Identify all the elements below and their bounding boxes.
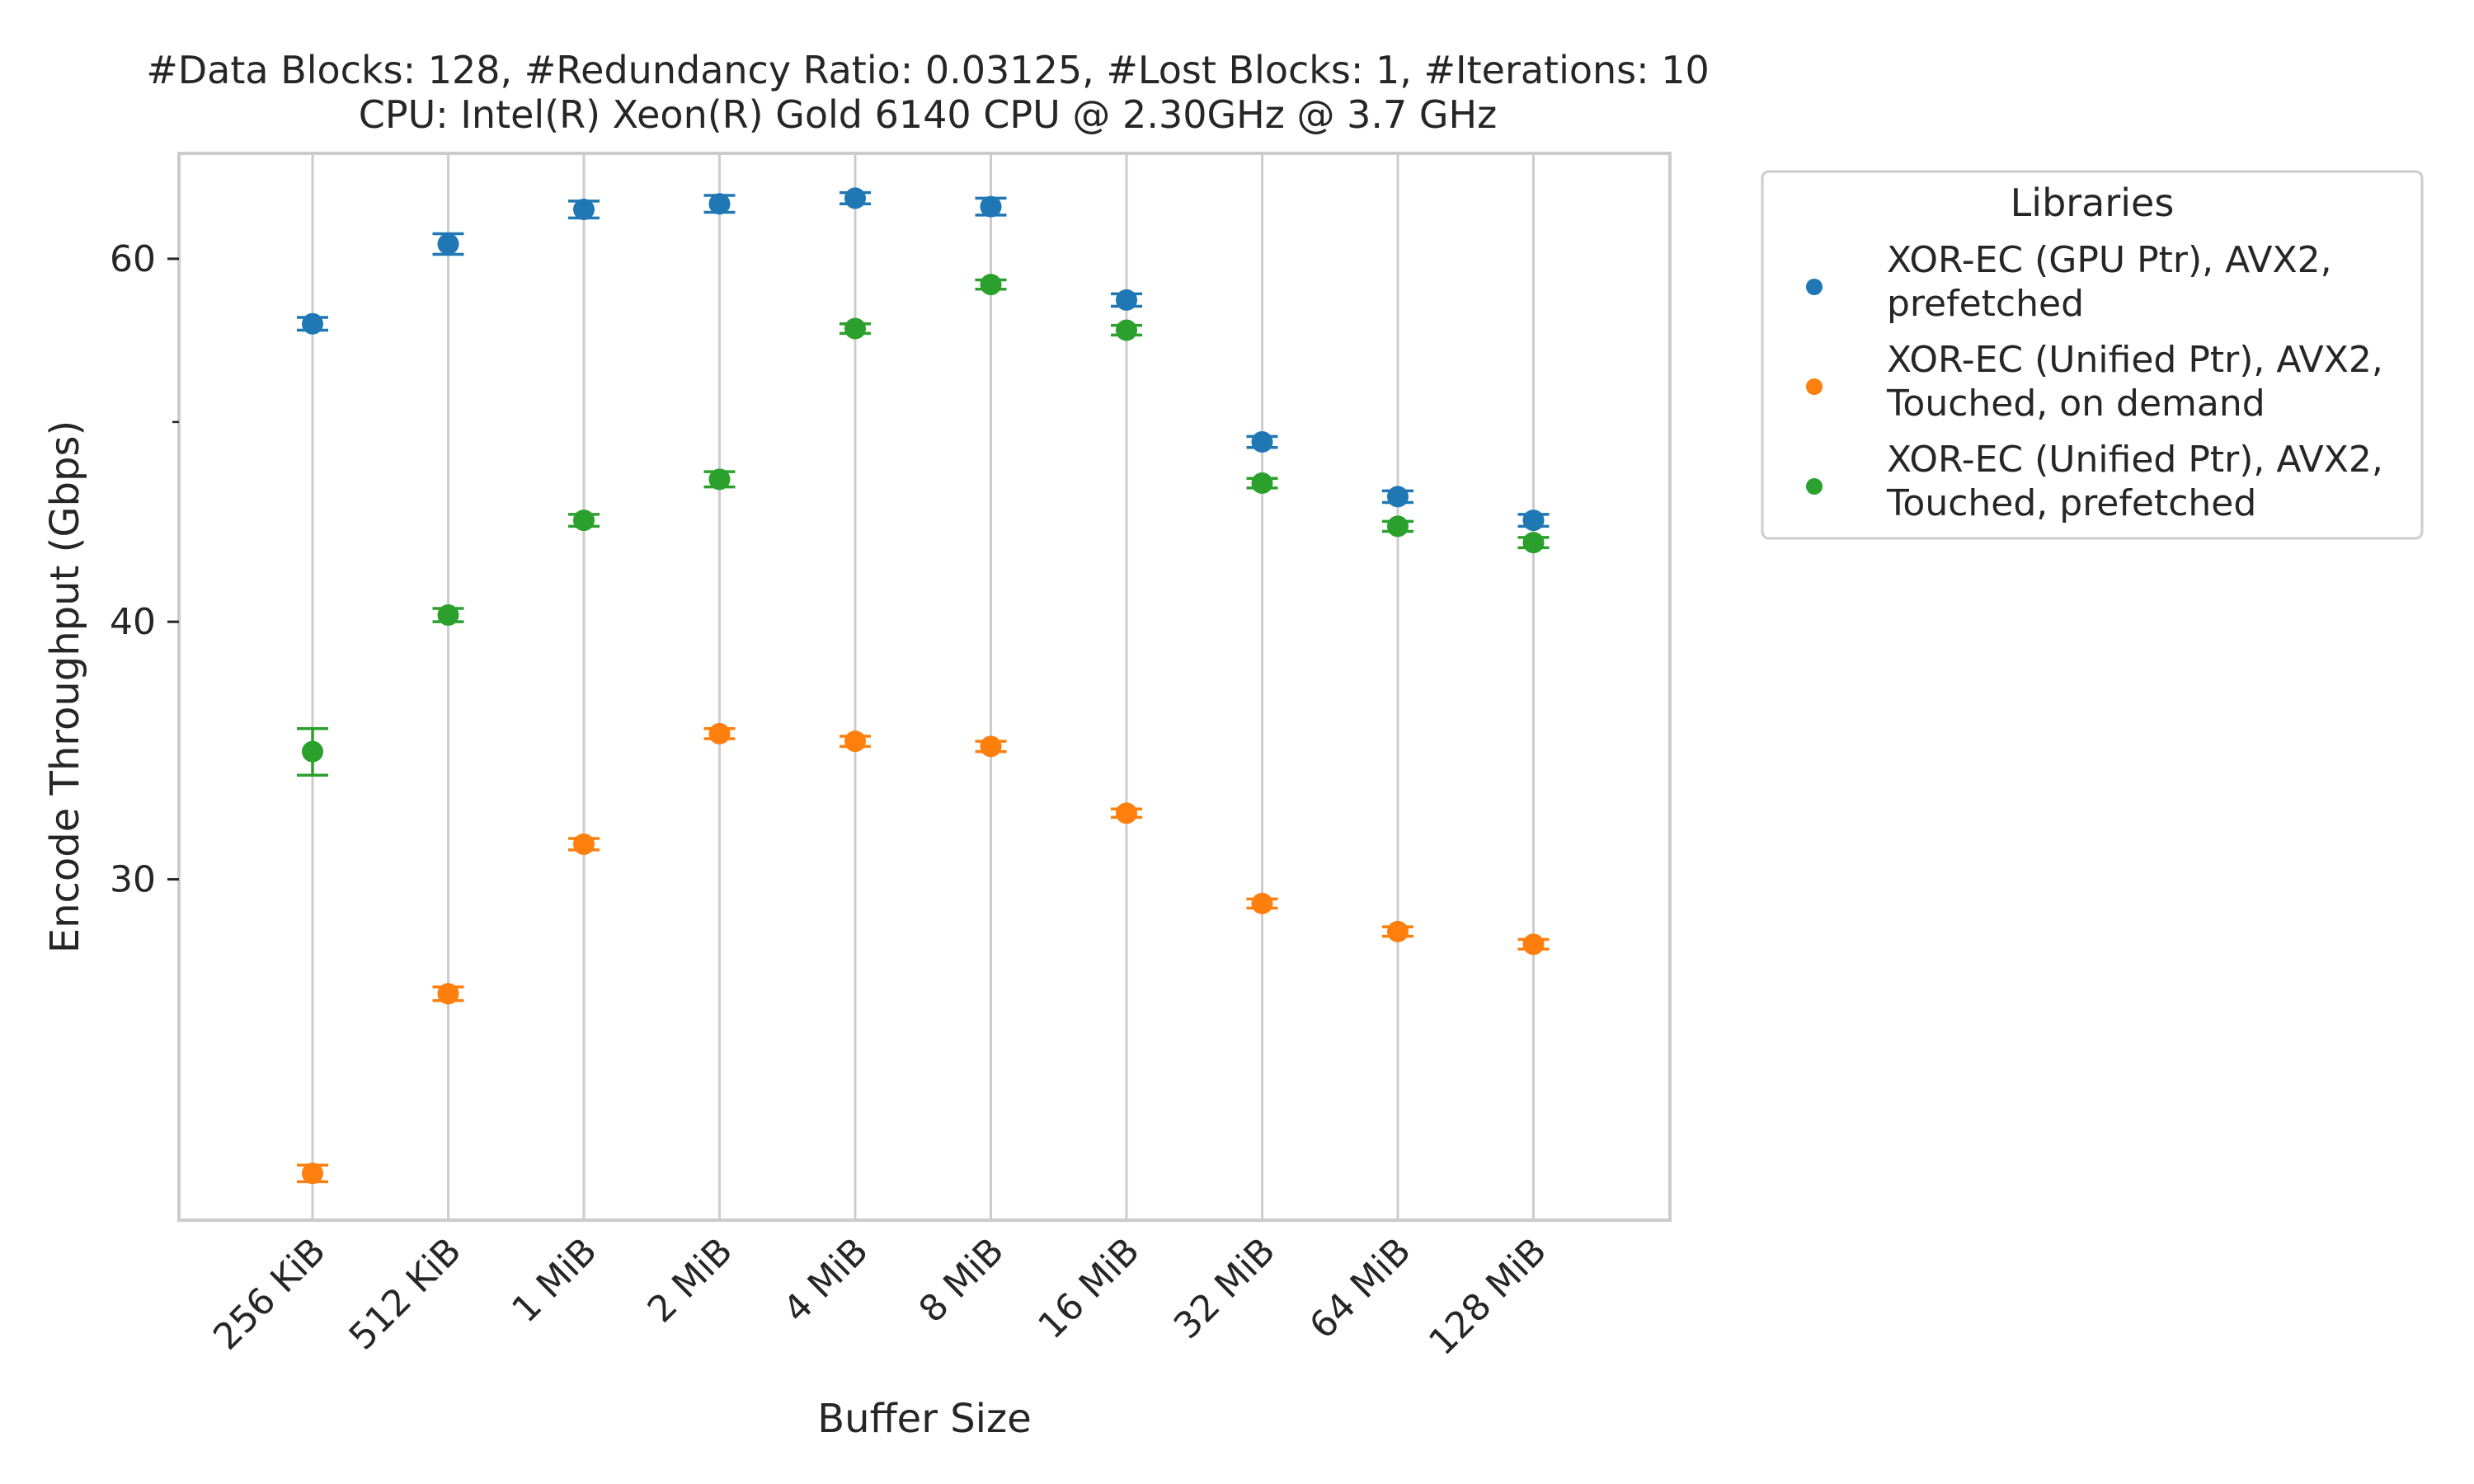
y-tick-label-1: 40 [110,601,156,643]
x-tick-label-1: 512 KiB [341,1230,470,1359]
data-point-2-0 [302,740,323,763]
x-tick-label-5: 8 MiB [911,1230,1013,1331]
x-tick-label-9: 128 MiB [1421,1230,1554,1364]
data-point-2-1 [437,604,459,627]
data-point-0-0 [302,312,323,335]
legend-marker-2 [1806,478,1823,495]
data-point-1-7 [1251,892,1273,914]
x-tick-label-3: 2 MiB [640,1230,741,1331]
legend-marker-1 [1806,378,1823,395]
legend-label-2: XOR-EC (Unified Ptr), AVX2, Touched, pref… [1886,439,2383,524]
y-tick-label-0: 30 [110,859,156,901]
x-axis-label: Buffer Size [817,1396,1031,1442]
data-point-0-9 [1522,510,1545,532]
x-tick-label-7: 32 MiB [1166,1230,1283,1347]
x-tick-label-4: 4 MiB [775,1230,877,1331]
series-2 [297,274,1550,777]
data-point-1-4 [844,730,866,753]
legend: Libraries XOR-EC (GPU Ptr), AVX2, prefetc… [1761,170,2424,540]
legend-label-1: XOR-EC (Unified Ptr), AVX2, Touched, on d… [1886,339,2383,425]
data-point-2-8 [1387,515,1409,538]
data-marks [297,187,1550,1185]
x-tick-label-6: 16 MiB [1030,1230,1147,1347]
data-point-0-5 [980,195,1002,218]
chart-title-line-2: CPU: Intel(R) Xeon(R) Gold 6140 CPU @ 2.… [359,92,1498,137]
data-point-2-7 [1251,472,1273,495]
data-point-0-6 [1116,289,1137,311]
data-point-2-4 [844,317,866,340]
series-1 [297,722,1550,1185]
data-point-2-9 [1522,532,1545,554]
x-tick-label-2: 1 MiB [504,1230,605,1331]
data-point-1-0 [302,1162,323,1185]
legend-marker-0 [1806,279,1823,295]
x-tick-label-0: 256 KiB [205,1230,334,1359]
y-axis-ticks: 30 40 60 [110,238,179,901]
data-point-2-6 [1116,319,1137,341]
data-point-2-2 [573,510,595,532]
series-0 [297,187,1550,532]
legend-title: Libraries [2011,181,2175,225]
x-axis-ticks: 256 KiB 512 KiB 1 MiB 2 MiB 4 MiB 8 MiB 16 MiB… [205,1230,1554,1364]
grid-lines [311,153,1535,1220]
chart-title-line-1: #Data Blocks: 128, #Redundancy Ratio: 0.… [146,48,1710,92]
legend-frame [1761,170,2424,540]
data-point-0-4 [844,187,866,209]
data-point-0-3 [708,193,731,215]
plot-area-frame [177,152,1672,1222]
x-tick-label-8: 64 MiB [1301,1230,1418,1347]
y-tick-label-2: 60 [110,238,156,280]
data-point-2-5 [980,274,1002,296]
data-point-1-5 [980,735,1002,758]
data-point-0-7 [1251,431,1273,453]
legend-label-0: XOR-EC (GPU Ptr), AVX2, prefetched [1887,239,2332,325]
data-point-1-2 [573,833,595,855]
data-point-1-8 [1387,920,1409,942]
data-point-0-8 [1387,486,1409,508]
data-point-0-1 [437,232,459,255]
data-point-1-6 [1116,802,1137,824]
data-point-1-9 [1522,933,1545,956]
data-point-1-1 [437,983,459,1005]
y-axis-label: Encode Throughput (Gbps) [42,420,88,953]
data-point-0-2 [573,199,595,221]
data-point-1-3 [708,722,731,744]
data-point-2-3 [708,468,731,491]
